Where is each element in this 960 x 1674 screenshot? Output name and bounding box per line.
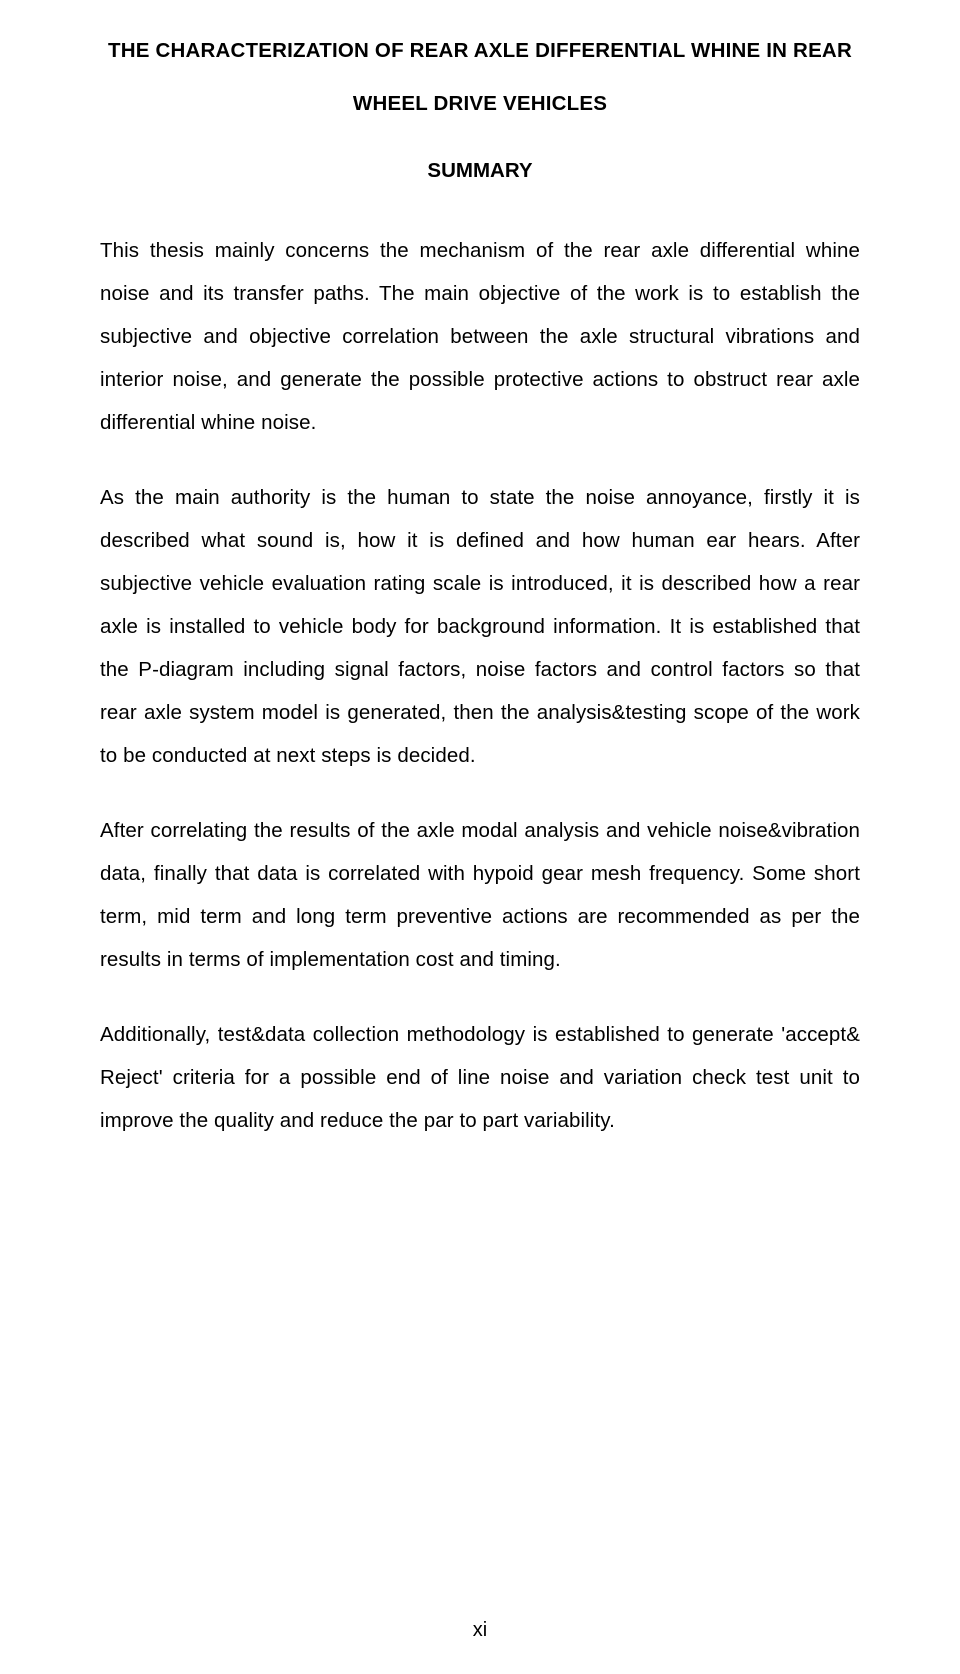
document-title: THE CHARACTERIZATION OF REAR AXLE DIFFER… [100, 24, 860, 131]
page-number: xi [0, 1619, 960, 1642]
paragraph-3: After correlating the results of the axl… [100, 809, 860, 981]
paragraph-4: Additionally, test&data collection metho… [100, 1013, 860, 1142]
paragraph-1: This thesis mainly concerns the mechanis… [100, 229, 860, 444]
document-page: THE CHARACTERIZATION OF REAR AXLE DIFFER… [0, 0, 960, 1674]
summary-heading: SUMMARY [100, 159, 860, 183]
paragraph-2: As the main authority is the human to st… [100, 476, 860, 777]
